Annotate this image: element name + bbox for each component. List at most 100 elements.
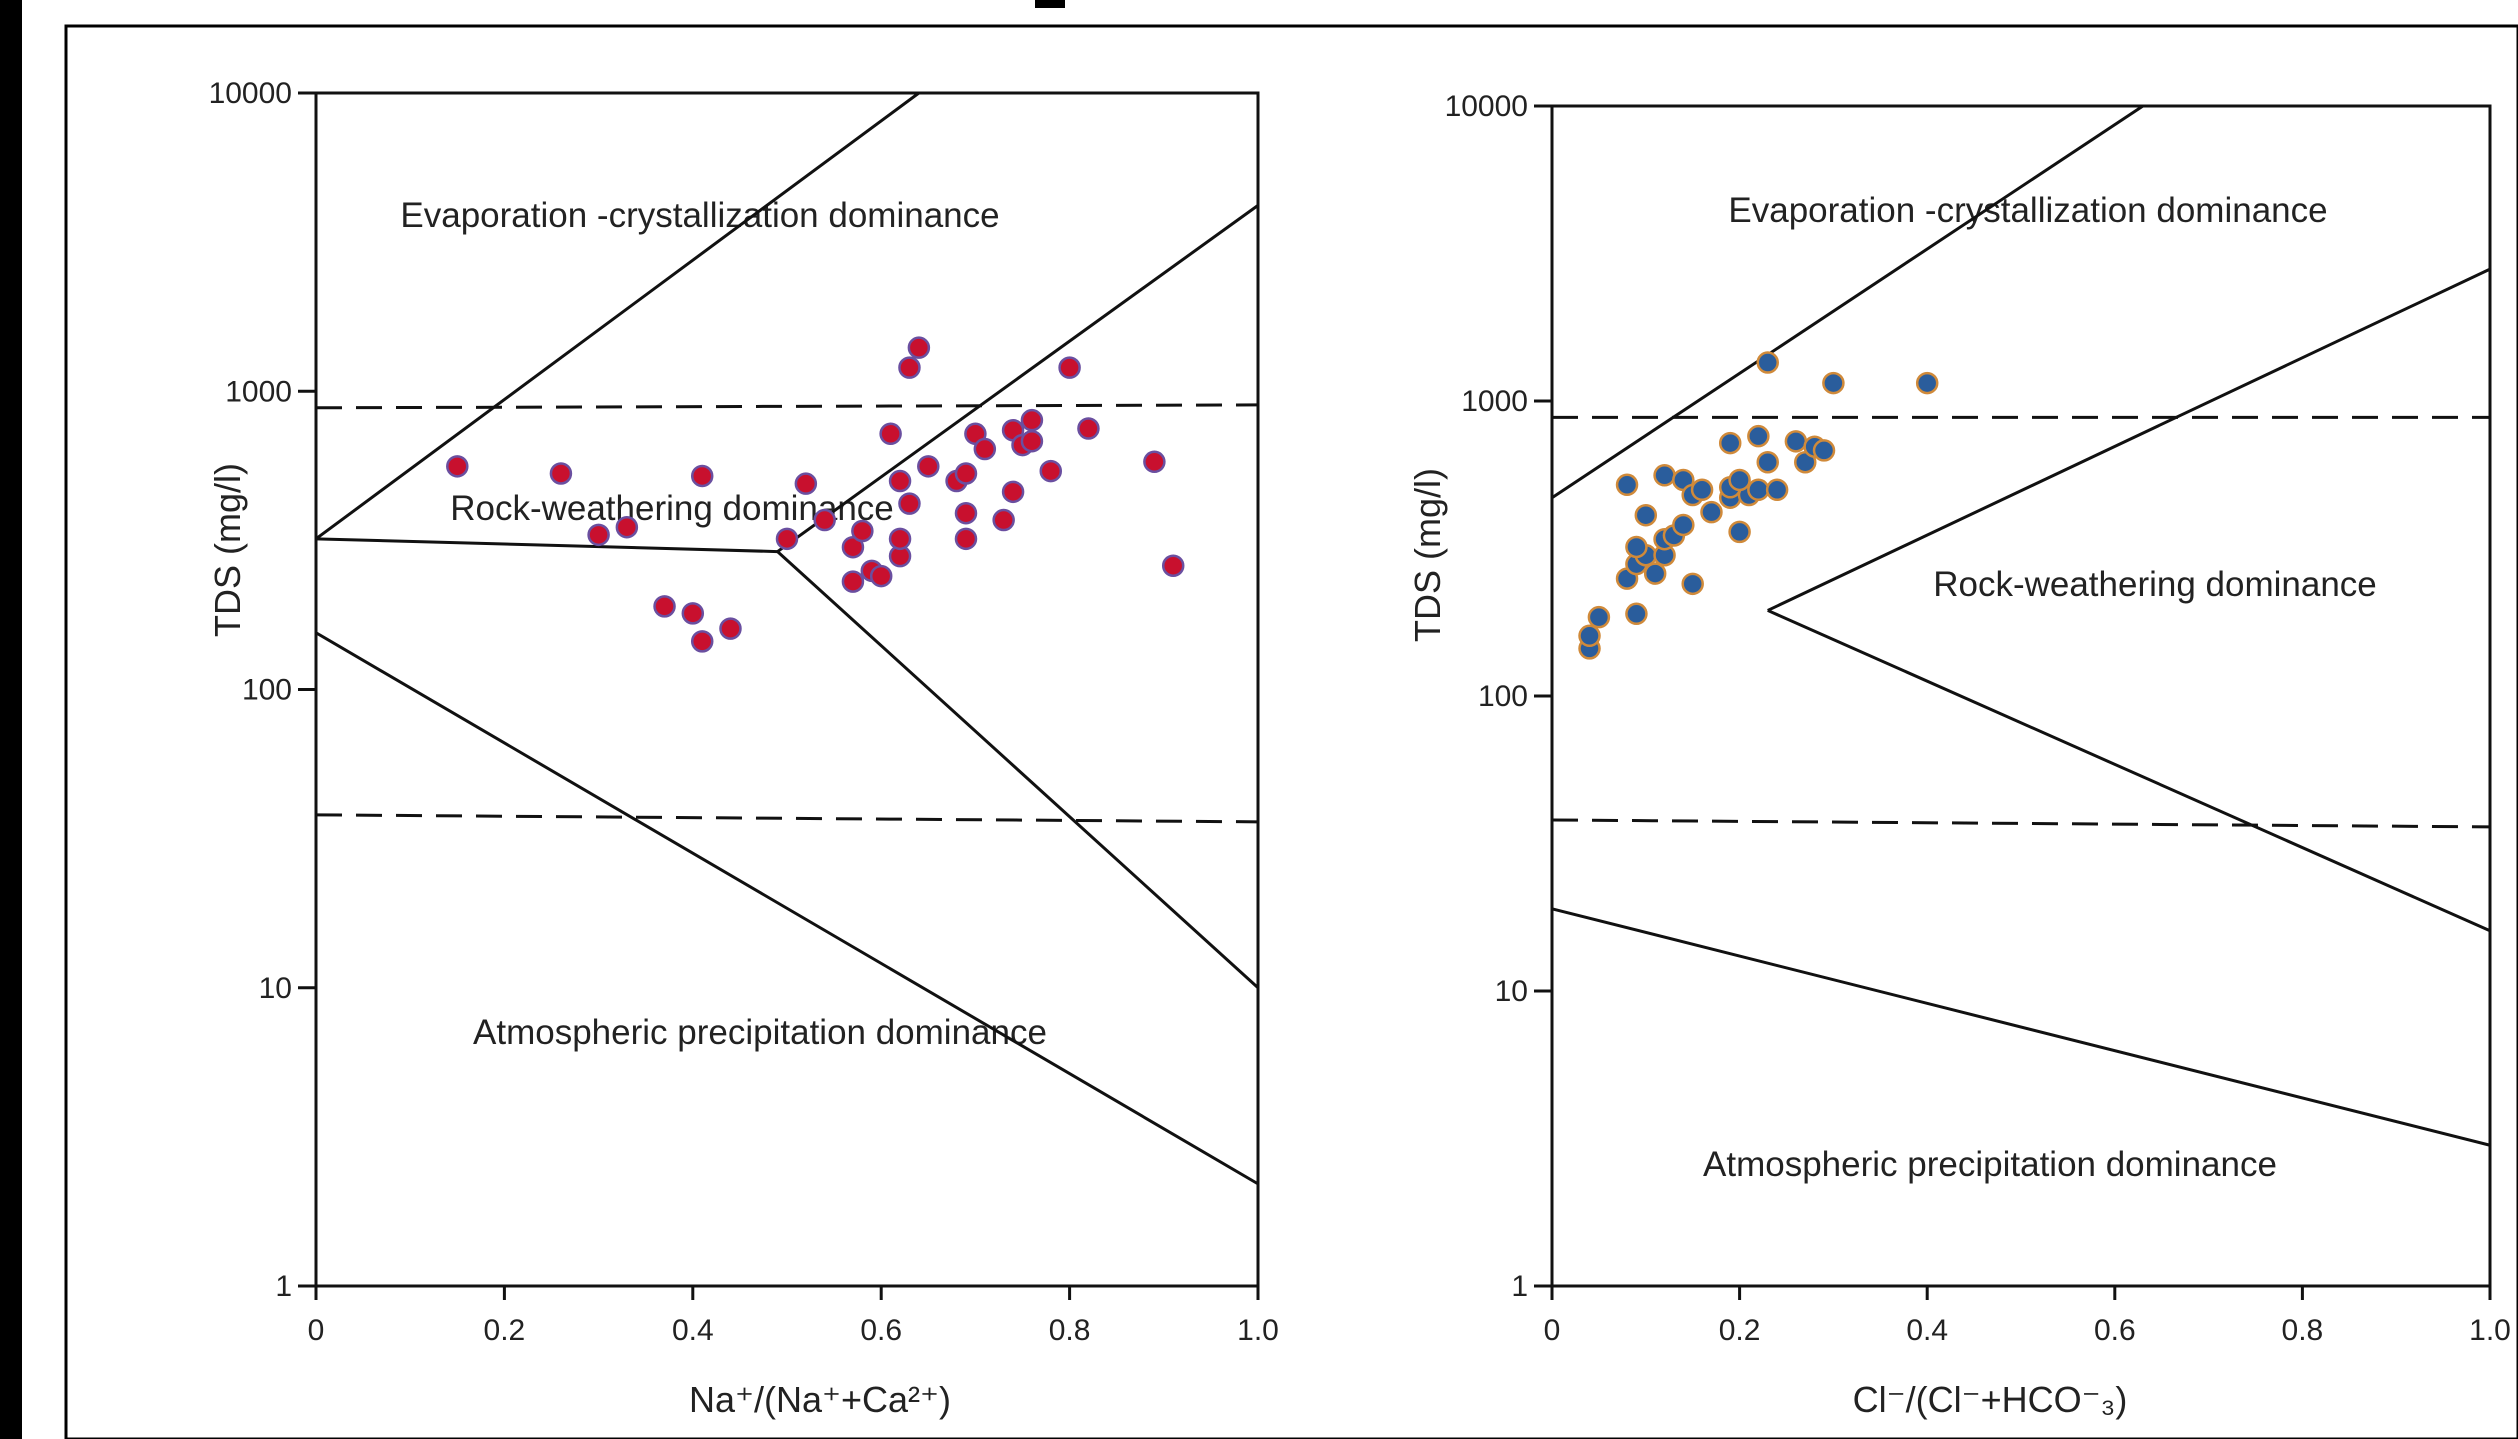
data-point — [1643, 562, 1667, 585]
data-point — [888, 469, 912, 493]
data-point — [888, 527, 912, 551]
x-tick-label: 0.2 — [484, 1314, 526, 1347]
boundary-line — [1767, 267, 2491, 612]
boundary-line — [315, 537, 778, 554]
y-axis-label: TDS (mg/l) — [207, 463, 248, 637]
data-point — [841, 570, 865, 593]
data-point — [1784, 430, 1808, 453]
y-tick-label: 1000 — [1461, 385, 1528, 418]
y-tick-label: 10 — [259, 972, 292, 1005]
data-point — [549, 462, 573, 485]
boundary-line — [776, 204, 1259, 553]
region-label-evaporation: Evaporation -crystallization dominance — [1728, 191, 2327, 230]
data-point — [794, 472, 818, 495]
data-point — [973, 437, 997, 461]
data-point — [1143, 450, 1166, 474]
data-point — [907, 336, 931, 359]
data-point — [1161, 554, 1185, 577]
data-point — [1077, 417, 1100, 440]
region-label-evaporation: Evaporation -crystallization dominance — [400, 196, 999, 235]
data-point — [1681, 572, 1704, 596]
data-point — [954, 501, 978, 525]
y-tick-label: 1 — [1511, 1270, 1528, 1303]
data-point — [653, 595, 676, 618]
dashed-threshold-line — [1551, 818, 2491, 829]
data-point — [851, 519, 874, 543]
data-point — [775, 527, 799, 551]
data-point — [954, 462, 978, 485]
data-point — [1615, 473, 1639, 497]
data-point — [615, 515, 639, 539]
data-point — [1625, 602, 1648, 626]
data-point — [1700, 500, 1723, 524]
figure-border — [64, 24, 2518, 1439]
data-point — [1728, 468, 1751, 492]
data-point — [1812, 439, 1836, 462]
data-point — [841, 535, 865, 559]
data-point — [1020, 408, 1044, 432]
data-point — [690, 630, 714, 653]
x-tick-label: 0.2 — [1719, 1314, 1761, 1347]
x-axis-label: Cl⁻/(Cl⁻+HCO⁻₃) — [1853, 1379, 2128, 1420]
boundary-line — [776, 550, 1260, 989]
data-point — [1728, 520, 1751, 544]
data-point — [1672, 513, 1695, 537]
data-point — [1625, 535, 1648, 559]
y-tick-label: 100 — [242, 674, 292, 707]
data-point — [1756, 450, 1779, 474]
data-point — [1634, 503, 1658, 527]
data-point — [1001, 480, 1025, 504]
boundary-line — [315, 91, 920, 541]
x-tick-label: 0.8 — [1049, 1314, 1091, 1347]
data-point — [1822, 371, 1845, 395]
x-tick-label: 0.6 — [860, 1314, 902, 1347]
data-point — [1653, 464, 1676, 487]
y-tick-label: 10000 — [1445, 90, 1528, 123]
data-point — [1039, 459, 1063, 483]
chart-panel-cation: Evaporation -crystallization dominance R… — [207, 77, 1279, 1420]
dashed-threshold-line — [315, 813, 1259, 824]
boundary-line — [1551, 907, 2491, 1147]
data-point — [1747, 424, 1770, 448]
data-point — [1756, 351, 1779, 374]
data-point — [1718, 431, 1742, 455]
data-point — [917, 455, 940, 478]
data-point — [681, 602, 705, 625]
data-point — [898, 492, 921, 515]
boundary-line — [315, 631, 1259, 1186]
x-tick-label: 0 — [1544, 1314, 1561, 1347]
data-point — [1020, 429, 1044, 453]
y-tick-label: 10000 — [209, 77, 292, 110]
region-label-atmospheric: Atmospheric precipitation dominance — [473, 1013, 1047, 1052]
data-point — [1690, 478, 1714, 502]
data-point — [813, 508, 836, 532]
x-tick-label: 0 — [308, 1314, 325, 1347]
x-tick-label: 0.4 — [672, 1314, 714, 1347]
region-label-atmospheric: Atmospheric precipitation dominance — [1703, 1145, 2277, 1184]
y-tick-label: 1 — [275, 1270, 292, 1303]
dashed-threshold-line — [315, 403, 1259, 410]
chart-panel-anion: Evaporation -crystallization dominance R… — [1407, 90, 2511, 1420]
plot-frame — [314, 91, 1260, 1288]
y-tick-label: 10 — [1495, 975, 1528, 1008]
x-tick-label: 0.8 — [2282, 1314, 2324, 1347]
figure-frame-top-mark — [1035, 0, 1065, 8]
y-tick-label: 1000 — [225, 375, 292, 408]
x-tick-label: 1.0 — [1237, 1314, 1279, 1347]
data-point — [879, 422, 902, 446]
data-point — [898, 356, 921, 379]
data-point — [1915, 371, 1939, 395]
figure-frame-left-bar — [0, 0, 22, 1439]
x-tick-label: 1.0 — [2469, 1314, 2511, 1347]
x-axis-label: Na⁺/(Na⁺+Ca²⁺) — [689, 1379, 951, 1420]
data-point — [1058, 356, 1081, 379]
data-point — [1587, 605, 1611, 629]
data-point — [1747, 478, 1770, 502]
boundary-line — [1767, 609, 2491, 933]
data-point — [446, 455, 469, 478]
data-point — [869, 564, 893, 588]
region-label-rock-weathering: Rock-weathering dominance — [1933, 565, 2377, 604]
data-point — [719, 617, 742, 640]
y-axis-label: TDS (mg/l) — [1407, 468, 1448, 642]
